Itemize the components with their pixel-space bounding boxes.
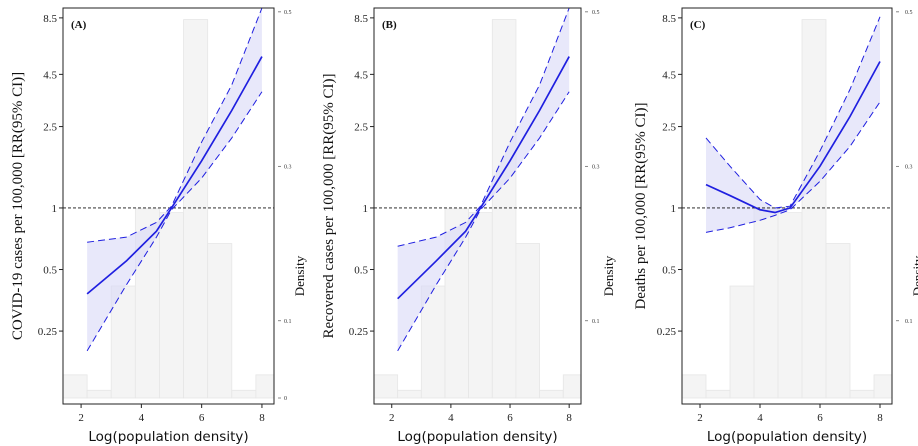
- histogram-bar: [753, 208, 779, 399]
- histogram-bar: [86, 389, 112, 399]
- x-axis-label: Log(population density): [397, 429, 557, 445]
- rr-line: [397, 56, 570, 300]
- density-tick-label: 0.3: [284, 164, 292, 170]
- y-tick-label: 1: [52, 203, 58, 215]
- x-tick-label: 8: [259, 412, 265, 424]
- density-tick-label: 0.5: [592, 10, 600, 16]
- histogram-bar: [801, 19, 827, 399]
- y-axis-label: Recovered cases per 100,000 [RR(95% CI)]: [321, 74, 337, 339]
- y-tick-label: 0.5: [43, 265, 57, 277]
- panel-1: 0.25 0.5 1 2.5 4.5 8.5 2 4 6 8 0 0.1 0.3 0.5 (A) COVID-…: [10, 7, 307, 445]
- x-tick-label: 6: [507, 412, 513, 424]
- y-tick-label: 0.25: [657, 326, 677, 338]
- upper-ci-line: [705, 16, 881, 209]
- ci-band: [87, 8, 262, 351]
- panel-3: 0.25 0.5 1 2.5 4.5 8.5 2 4 6 8 0.1 0.3 0.5 (C) Deaths …: [633, 7, 918, 445]
- density-axis-label: Density: [601, 255, 616, 296]
- density-tick-label: 0.5: [905, 10, 913, 16]
- histogram-bar: [729, 285, 755, 399]
- y-tick-label: 0.25: [349, 326, 369, 338]
- y-tick-label: 4.5: [662, 69, 676, 81]
- y-tick-label: 8.5: [354, 13, 368, 25]
- y-tick-label: 8.5: [43, 13, 57, 25]
- lower-ci-line: [705, 101, 881, 233]
- ci-band: [397, 8, 570, 351]
- x-tick-label: 8: [566, 412, 572, 424]
- histogram-bar: [207, 243, 233, 399]
- histogram-bar: [777, 212, 803, 399]
- x-axis-label: Log(population density): [88, 429, 248, 445]
- y-tick-label: 8.5: [662, 13, 676, 25]
- density-tick-label: 0.1: [592, 319, 600, 325]
- x-axis-label: Log(population density): [707, 429, 867, 445]
- density-tick-label: 0.1: [284, 319, 292, 325]
- y-tick-label: 0.5: [354, 265, 368, 277]
- histogram-bar: [873, 374, 893, 399]
- rr-line: [705, 61, 881, 214]
- histogram-bar: [681, 374, 707, 399]
- panel-2: 0.25 0.5 1 2.5 4.5 8.5 2 4 6 8 0.1 0.3 0.5 (B) Recover…: [321, 7, 616, 445]
- upper-ci-line: [397, 7, 570, 247]
- histogram-bar: [397, 389, 422, 399]
- histogram-bar: [849, 389, 875, 399]
- y-tick-label: 1: [671, 203, 677, 215]
- histogram-bar: [705, 389, 731, 399]
- density-axis-label: Density: [292, 255, 307, 296]
- y-tick-label: 2.5: [43, 122, 57, 134]
- x-tick-label: 2: [78, 412, 84, 424]
- density-tick-label: 0: [284, 396, 287, 402]
- x-tick-label: 6: [817, 412, 823, 424]
- histogram-bar: [562, 374, 582, 399]
- y-tick-label: 1: [363, 203, 369, 215]
- histogram-bar: [825, 243, 851, 399]
- rr-line: [86, 56, 263, 295]
- y-axis-label: Deaths per 100,000 [RR(95% CI)]: [633, 102, 649, 309]
- x-tick-label: 2: [389, 412, 395, 424]
- y-tick-label: 0.5: [662, 265, 676, 277]
- x-tick-label: 4: [448, 412, 454, 424]
- histogram-bar: [110, 285, 136, 399]
- density-tick-label: 0.1: [905, 319, 913, 325]
- x-tick-label: 2: [697, 412, 703, 424]
- histogram-bar: [159, 212, 184, 399]
- histogram-bar: [539, 389, 564, 399]
- plot-frame: [373, 7, 582, 405]
- y-tick-label: 4.5: [43, 69, 57, 81]
- histogram-bar: [183, 19, 209, 399]
- panel-label: (C): [690, 19, 706, 31]
- density-tick-label: 0.3: [592, 164, 600, 170]
- y-tick-label: 2.5: [662, 122, 676, 134]
- x-tick-label: 4: [139, 412, 145, 424]
- plot-frame: [681, 7, 893, 405]
- x-tick-label: 8: [877, 412, 883, 424]
- y-tick-label: 2.5: [354, 122, 368, 134]
- histogram-bar: [62, 374, 88, 399]
- density-axis-label: Density: [910, 255, 918, 296]
- x-tick-label: 6: [199, 412, 205, 424]
- histogram-bar: [255, 374, 275, 399]
- upper-ci-line: [87, 7, 263, 243]
- lower-ci-line: [397, 91, 570, 352]
- histogram-bar: [231, 389, 257, 399]
- density-tick-label: 0.5: [284, 10, 292, 16]
- x-tick-label: 4: [757, 412, 763, 424]
- histogram-bar: [515, 243, 541, 399]
- y-tick-label: 4.5: [354, 69, 368, 81]
- panel-label: (A): [71, 19, 87, 31]
- histogram-bar: [491, 19, 517, 399]
- y-tick-label: 0.25: [38, 326, 58, 338]
- y-axis-label: COVID-19 cases per 100,000 [RR(95% CI)]: [10, 72, 26, 340]
- lower-ci-line: [86, 91, 263, 352]
- density-tick-label: 0.3: [905, 164, 913, 170]
- panel-label: (B): [382, 19, 397, 31]
- histogram-bar: [468, 212, 493, 399]
- plot-frame: [62, 7, 275, 405]
- histogram-bar: [373, 374, 399, 399]
